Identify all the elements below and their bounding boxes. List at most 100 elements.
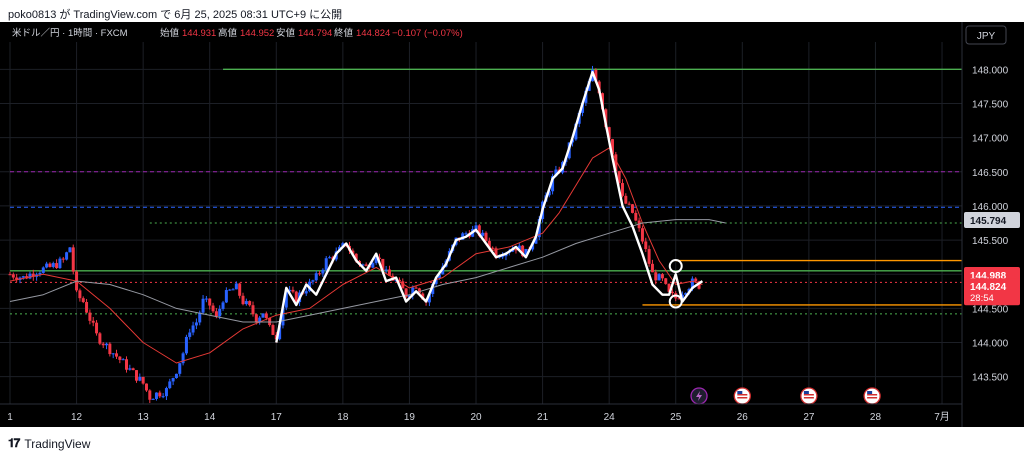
candle-body xyxy=(524,248,528,257)
price-tag-label: 144.988 xyxy=(970,271,1007,282)
brand-name: TradingView xyxy=(24,436,91,451)
us-flag-icon[interactable] xyxy=(733,387,751,405)
candle-body xyxy=(178,363,182,374)
candle-body xyxy=(537,218,541,238)
y-tick-label: 146.000 xyxy=(972,202,1009,213)
candle-body xyxy=(144,383,148,391)
candle-body xyxy=(427,293,431,303)
candle-body xyxy=(647,249,651,264)
candle-body xyxy=(95,322,99,334)
price-tag[interactable]: 145.794 xyxy=(964,211,1020,228)
candle-body xyxy=(324,258,328,270)
candle-body xyxy=(171,378,175,382)
us-flag-icon[interactable] xyxy=(863,387,881,405)
candle-body xyxy=(45,263,49,268)
candle-body xyxy=(284,291,288,308)
candle-body xyxy=(581,102,585,113)
x-tick-label: 14 xyxy=(204,412,216,423)
candle-body xyxy=(188,332,192,337)
candle-body xyxy=(258,317,262,323)
candle-body xyxy=(644,241,648,250)
us-flag-stripe xyxy=(803,394,814,396)
brand-footer: 𝟏𝟕 TradingView xyxy=(8,436,90,451)
candle-body xyxy=(407,295,411,298)
low-label: 安値 xyxy=(276,27,296,39)
candle-body xyxy=(8,274,12,276)
candle-body xyxy=(108,343,112,355)
x-tick-label: 20 xyxy=(470,412,482,423)
candle-body xyxy=(151,398,155,400)
chart-legend: 米ドル／円 · 1時間 · FXCM 始値 144.931 高値 144.952… xyxy=(12,27,463,39)
candle-body xyxy=(198,312,202,323)
currency-button[interactable]: JPY xyxy=(965,25,1007,45)
x-tick-label: 25 xyxy=(670,412,682,423)
candle-body xyxy=(148,390,152,400)
x-tick-label: 21 xyxy=(537,412,549,423)
candle-body xyxy=(261,313,265,318)
candle-body xyxy=(531,243,535,250)
candle-body xyxy=(387,269,391,276)
candle-body xyxy=(131,368,135,371)
candle-body xyxy=(251,305,255,315)
candle-body xyxy=(238,283,242,296)
candle-body xyxy=(105,343,109,346)
series-line-ma_fast[interactable] xyxy=(9,147,703,364)
series-line-swing[interactable] xyxy=(275,70,704,343)
y-tick-label: 146.500 xyxy=(972,168,1009,179)
highlight-circle[interactable] xyxy=(668,294,683,309)
candle-body xyxy=(474,225,478,230)
candle-body xyxy=(58,258,62,269)
candle-body xyxy=(434,277,438,284)
candle-body xyxy=(594,69,598,82)
y-tick-label: 145.500 xyxy=(972,236,1009,247)
us-flag-canton xyxy=(803,391,809,394)
chart-canvas[interactable]: 148.000 147.500 147.000 146.500 146.000 145.5… xyxy=(0,22,1024,427)
candle-body xyxy=(38,272,42,275)
highlight-circle[interactable] xyxy=(668,259,683,274)
candle-body xyxy=(634,212,638,221)
candle-body xyxy=(677,298,681,300)
candle-body xyxy=(68,247,72,253)
candle-body xyxy=(278,325,282,340)
candle-body xyxy=(377,257,381,259)
us-flag-icon[interactable] xyxy=(800,387,818,405)
price-tag-bg xyxy=(964,211,1020,228)
us-flag-canton xyxy=(867,391,873,394)
close-value: 144.824 xyxy=(356,28,390,39)
candle-body xyxy=(630,204,634,213)
y-tick-label: 147.500 xyxy=(972,99,1009,110)
candle-body xyxy=(201,298,205,313)
candle-body xyxy=(158,392,162,397)
candle-body xyxy=(321,269,325,274)
publish-header: poko0813 が TradingView.com で 6月 25, 2025… xyxy=(8,9,343,21)
x-tick-label: 13 xyxy=(138,412,150,423)
price-tag-bg xyxy=(964,278,1020,306)
candle-body xyxy=(168,381,172,389)
series-line-ma_slow[interactable] xyxy=(9,219,726,323)
price-tag-label: 144.824 xyxy=(970,282,1007,293)
candle-body xyxy=(664,278,668,284)
candle-body xyxy=(98,333,102,344)
candle-body xyxy=(138,376,142,381)
candle-body xyxy=(624,195,628,204)
y-tick-label: 144.500 xyxy=(972,304,1009,315)
candle-body xyxy=(118,356,122,360)
x-tick-label: 18 xyxy=(337,412,349,423)
candle-body xyxy=(411,287,415,296)
candle-body xyxy=(501,256,505,258)
candle-body xyxy=(620,183,624,196)
price-tag-label: 145.794 xyxy=(970,216,1007,227)
us-flag-stripe xyxy=(737,397,748,399)
candle-body xyxy=(684,293,688,295)
candle-body xyxy=(610,139,614,155)
candle-body xyxy=(667,283,671,292)
candle-body xyxy=(551,176,555,192)
lightning-icon[interactable] xyxy=(690,387,708,405)
lightning-icon-bolt xyxy=(696,391,703,401)
candle-body xyxy=(364,264,368,266)
candle-body xyxy=(354,253,358,261)
candle-body xyxy=(231,289,235,291)
price-chart[interactable]: 148.000 147.500 147.000 146.500 146.000 145.5… xyxy=(0,22,1024,427)
candle-body xyxy=(627,203,631,205)
